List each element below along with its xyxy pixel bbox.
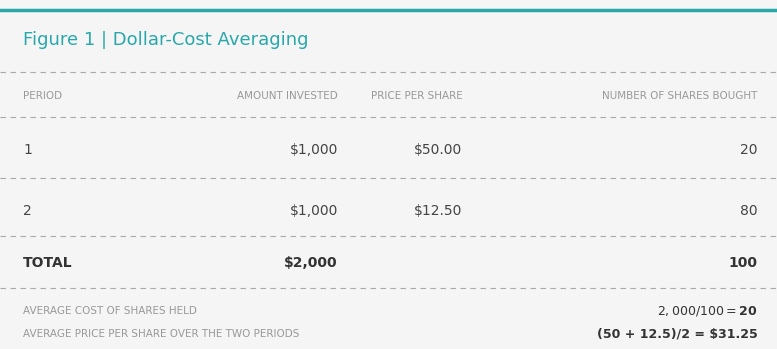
Text: $2,000/100 = $20: $2,000/100 = $20 [657,304,758,318]
Text: $1,000: $1,000 [290,143,338,157]
Text: PRICE PER SHARE: PRICE PER SHARE [371,91,462,101]
Text: 80: 80 [740,204,758,218]
Text: AMOUNT INVESTED: AMOUNT INVESTED [237,91,338,101]
Text: Figure 1 | Dollar-Cost Averaging: Figure 1 | Dollar-Cost Averaging [23,31,308,49]
Text: (50 + 12.5)/2 = $31.25: (50 + 12.5)/2 = $31.25 [597,328,758,341]
Text: PERIOD: PERIOD [23,91,62,101]
Text: AVERAGE PRICE PER SHARE OVER THE TWO PERIODS: AVERAGE PRICE PER SHARE OVER THE TWO PER… [23,329,300,339]
Text: $1,000: $1,000 [290,204,338,218]
Text: 2: 2 [23,204,32,218]
Text: 1: 1 [23,143,32,157]
Text: 20: 20 [740,143,758,157]
Text: 100: 100 [729,257,758,270]
Text: $12.50: $12.50 [414,204,462,218]
Text: NUMBER OF SHARES BOUGHT: NUMBER OF SHARES BOUGHT [602,91,758,101]
Text: TOTAL: TOTAL [23,257,73,270]
Text: $2,000: $2,000 [284,257,338,270]
Text: $50.00: $50.00 [414,143,462,157]
Text: AVERAGE COST OF SHARES HELD: AVERAGE COST OF SHARES HELD [23,306,197,315]
